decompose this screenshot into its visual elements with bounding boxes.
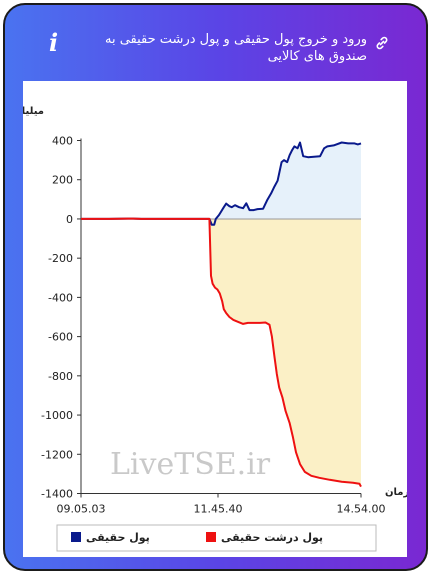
y-tick-label: -400 (48, 291, 73, 304)
legend-swatch-big-real-money (206, 532, 216, 542)
chart-card: i ورود و خروج پول حقیقی و پول درشت حقیقی… (3, 3, 428, 571)
card-header: i ورود و خروج پول حقیقی و پول درشت حقیقی… (5, 5, 426, 71)
x-tick-label: 14.54.00 (337, 503, 386, 516)
watermark: LiveTSE.ir (110, 447, 271, 482)
legend-swatch-real-money (71, 532, 81, 542)
y-tick-label: -800 (48, 370, 73, 383)
info-icon[interactable]: i (49, 28, 59, 57)
y-tick-label: 0 (66, 213, 73, 226)
real-money-area (81, 142, 361, 225)
legend: پول حقیقی پول درشت حقیقی (56, 524, 377, 552)
y-tick-label: -1200 (41, 448, 73, 461)
chart-panel: 400 200 0 -200 -400 -600 -800 -1000 -1200 -1400 09… (5, 81, 409, 557)
chart-svg: 400 200 0 -200 -400 -600 -800 -1000 -1200 -1400 09… (5, 106, 409, 552)
y-tick-label: -1400 (41, 488, 73, 501)
x-tick-label: 09.05.03 (57, 503, 106, 516)
legend-label-big-real-money[interactable]: پول درشت حقیقی (221, 531, 323, 544)
y-tick-label: 200 (52, 174, 73, 187)
y-tick-label: 400 (52, 135, 73, 148)
x-axis-label: زمان (385, 487, 407, 498)
chart-title: ورود و خروج پول حقیقی و پول درشت حقیقی ب… (104, 32, 367, 64)
y-axis-label: میلیارد تومان (23, 106, 44, 117)
y-tick-label: -1000 (41, 409, 73, 422)
big-real-money-line[interactable] (81, 217, 362, 488)
y-tick-label: -600 (48, 331, 73, 344)
y-tick-label: -200 (48, 252, 73, 265)
legend-label-real-money[interactable]: پول حقیقی (86, 531, 150, 544)
x-tick-label: 11.45.40 (194, 503, 243, 516)
link-icon[interactable] (374, 35, 390, 51)
legend-box (56, 524, 377, 552)
big-real-money-area (81, 218, 361, 487)
real-money-line[interactable] (81, 141, 362, 226)
